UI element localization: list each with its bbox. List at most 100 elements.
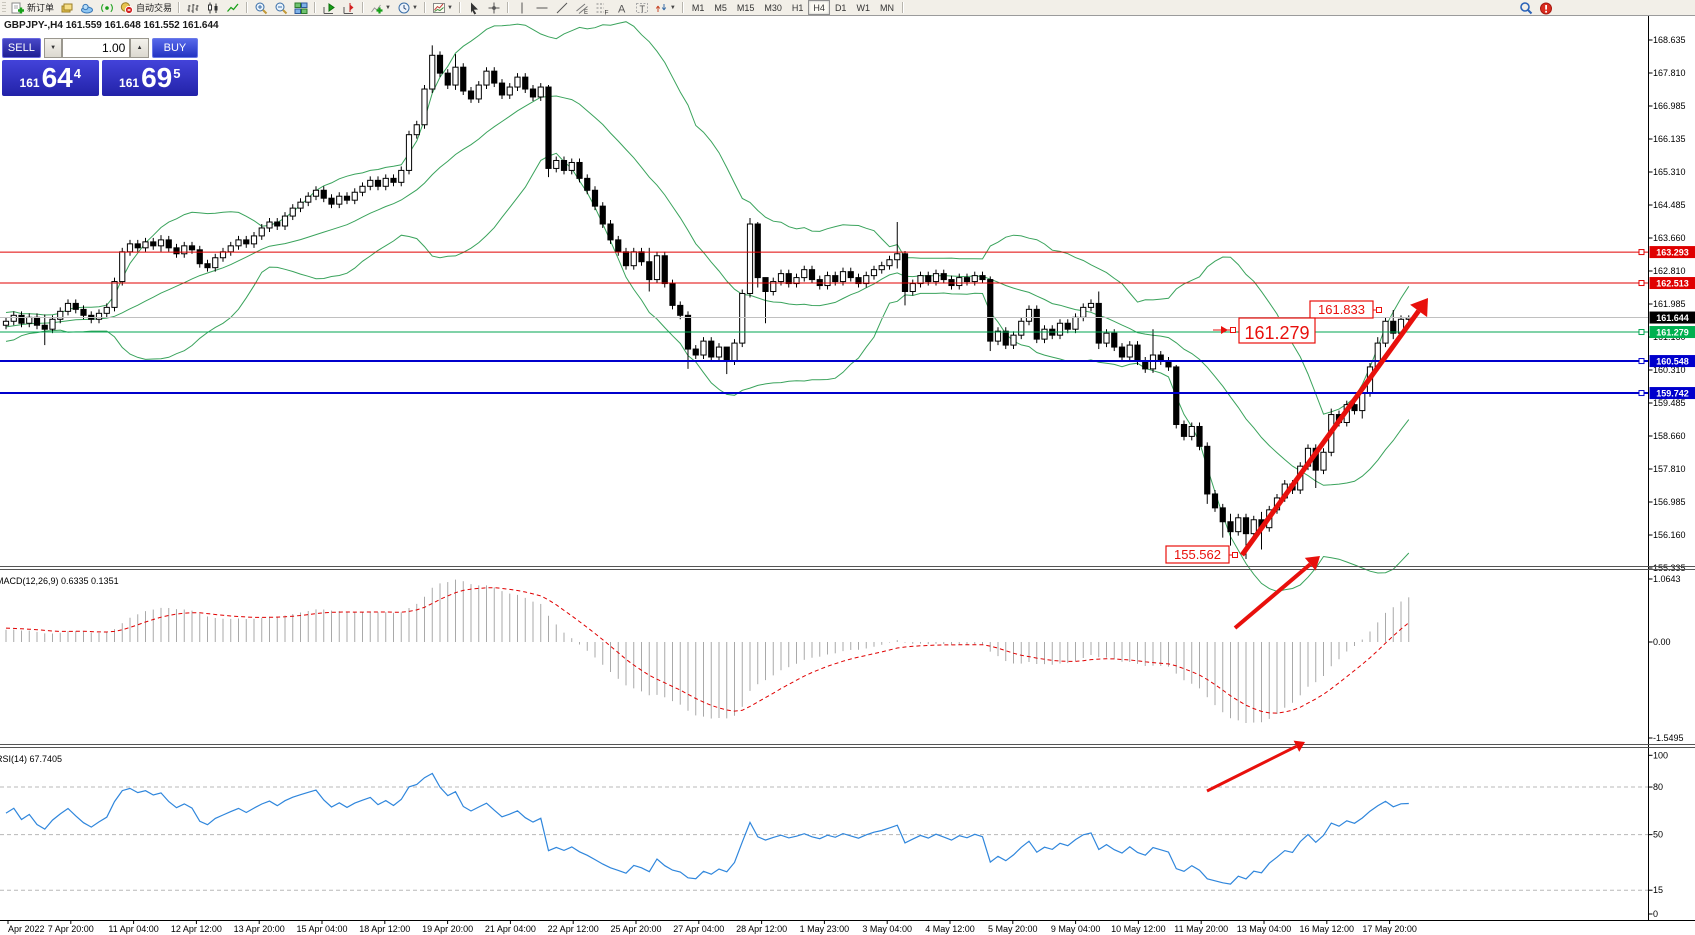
shapes-icon <box>655 1 669 15</box>
price-axis-label: 158.660 <box>1653 431 1686 441</box>
search-icon <box>1519 1 1533 15</box>
time-axis-label: 12 Apr 12:00 <box>171 924 222 934</box>
line-chart-button[interactable] <box>224 1 242 14</box>
data-folder-button[interactable] <box>78 1 96 14</box>
volume-decrease-button[interactable]: ▼ <box>43 38 63 58</box>
svg-text:161.833: 161.833 <box>1318 302 1365 317</box>
price-annotation-155.562[interactable]: 155.562 <box>1165 545 1238 564</box>
toolbar-separator <box>178 2 181 13</box>
macd-axis-label: 0.00 <box>1653 637 1671 647</box>
toolbar-separator <box>423 2 426 13</box>
candlestick-chart-button[interactable] <box>204 1 222 14</box>
price-annotation-161.833[interactable]: 161.833 <box>1309 300 1382 319</box>
price-axis-label: 155.335 <box>1653 563 1686 573</box>
market-watch-button[interactable] <box>58 1 76 14</box>
time-axis-label: 11 Apr 04:00 <box>108 924 158 934</box>
periods-button[interactable]: ▼ <box>395 1 420 14</box>
svg-text:E: E <box>584 10 588 15</box>
buy-price-display[interactable]: 161 69 5 <box>101 60 198 96</box>
trend-arrow[interactable] <box>1206 740 1305 793</box>
equidistant-channel-button[interactable]: E <box>573 1 591 15</box>
svg-text:A: A <box>618 3 626 15</box>
volume-increase-button[interactable]: ▲ <box>130 38 149 58</box>
macd-signal-line <box>5 587 1410 714</box>
toolbar-drag-handle[interactable] <box>2 2 6 13</box>
timeframe-button-m1[interactable]: M1 <box>691 2 705 13</box>
timeframe-button-m5[interactable]: M5 <box>714 2 727 13</box>
svg-text:T: T <box>639 4 645 14</box>
autotrading-button[interactable]: 自动交易 <box>118 1 174 14</box>
trendline-icon <box>555 1 569 15</box>
price-annotation-161.279[interactable]: 161.279 <box>1213 317 1316 344</box>
buy-button[interactable]: BUY <box>151 38 198 58</box>
chevron-down-icon: ▼ <box>385 4 391 11</box>
zoom-in-icon <box>254 1 268 15</box>
horizontal-line-button[interactable] <box>533 1 551 14</box>
timeframe-button-h4[interactable]: H4 <box>808 0 830 15</box>
cloud-icon <box>80 1 94 15</box>
toolbar-separator <box>681 2 684 13</box>
volume-input[interactable] <box>62 38 131 58</box>
sell-price-display[interactable]: 161 64 4 <box>2 60 99 96</box>
timeframe-button-m15[interactable]: M15 <box>736 2 755 13</box>
time-axis-label: 13 Apr 20:00 <box>234 924 285 934</box>
bar-chart-icon <box>186 1 200 15</box>
rsi-axis-label: 50 <box>1653 830 1663 840</box>
fibonacci-button[interactable]: F <box>593 1 611 15</box>
cursor-button[interactable] <box>465 1 483 14</box>
arrows-button[interactable]: ▼ <box>653 1 678 14</box>
signals-button[interactable] <box>98 1 116 14</box>
sell-button[interactable]: SELL <box>2 38 41 58</box>
price-axis-label: 160.310 <box>1653 365 1686 375</box>
time-axis-label: 11 May 20:00 <box>1174 924 1228 934</box>
chart-shift-button[interactable] <box>340 1 358 14</box>
svg-text:155.562: 155.562 <box>1174 547 1221 562</box>
trend-arrow[interactable] <box>1233 556 1320 630</box>
bollinger-band-upper <box>5 21 1410 415</box>
vline-icon <box>515 1 529 15</box>
bar-chart-button[interactable] <box>184 1 202 14</box>
trend-arrow[interactable] <box>1239 298 1428 557</box>
macd-indicator-label: MACD(12,26,9) 0.6335 0.1351 <box>0 576 119 586</box>
time-axis-label: 21 Apr 04:00 <box>485 924 536 934</box>
time-axis-label: 3 May 04:00 <box>862 924 912 934</box>
buy-price-point: 5 <box>173 65 181 81</box>
notifications-button[interactable] <box>1537 1 1555 14</box>
search-button[interactable] <box>1517 1 1535 14</box>
time-axis-label: 16 May 12:00 <box>1300 924 1355 934</box>
hline-icon <box>535 1 549 15</box>
time-axis-label: 7 Apr 20:00 <box>48 924 94 934</box>
indicators-button[interactable]: ▼ <box>368 1 393 14</box>
cube-icon <box>60 1 74 15</box>
price-axis-label: 157.810 <box>1653 464 1686 474</box>
timeframe-button-w1[interactable]: W1 <box>856 2 870 13</box>
text-label-button[interactable]: T <box>633 1 651 14</box>
trendline-button[interactable] <box>553 1 571 14</box>
line-chart-icon <box>226 1 240 15</box>
crosshair-button[interactable] <box>485 1 503 14</box>
auto-scroll-button[interactable] <box>320 1 338 14</box>
macd-axis-label: -1.5495 <box>1653 733 1684 743</box>
bollinger-band-middle <box>5 95 1410 486</box>
price-axis-label: 165.310 <box>1653 167 1686 177</box>
tile-windows-button[interactable] <box>292 1 310 14</box>
timeframe-button-h1[interactable]: H1 <box>791 2 804 13</box>
time-axis-label: 19 Apr 20:00 <box>422 924 473 934</box>
zoom-out-button[interactable] <box>272 1 290 14</box>
toolbar-separator <box>362 2 365 13</box>
notification-icon <box>1539 1 1553 15</box>
text-button[interactable]: A <box>613 1 631 15</box>
toolbar-separator <box>901 2 904 13</box>
time-axis-label: 4 May 12:00 <box>925 924 975 934</box>
timeframe-button-d1[interactable]: D1 <box>834 2 847 13</box>
zoom-in-button[interactable] <box>252 1 270 14</box>
timeframe-button-m30[interactable]: M30 <box>764 2 782 13</box>
templates-button[interactable]: ▼ <box>430 1 455 14</box>
new-order-button[interactable]: 新订单 <box>9 1 56 14</box>
price-tag-163.293: 163.293 <box>1656 248 1689 258</box>
vertical-line-button[interactable] <box>513 1 531 14</box>
zoom-out-icon <box>274 1 288 15</box>
toolbar: 新订单 自动交易 ▼ ▼ ▼ E F A T ▼ M1 M5 M15 M30 H1 H4 D1 W1 MN <box>0 0 1695 16</box>
timeframe-button-mn[interactable]: MN <box>879 2 894 13</box>
